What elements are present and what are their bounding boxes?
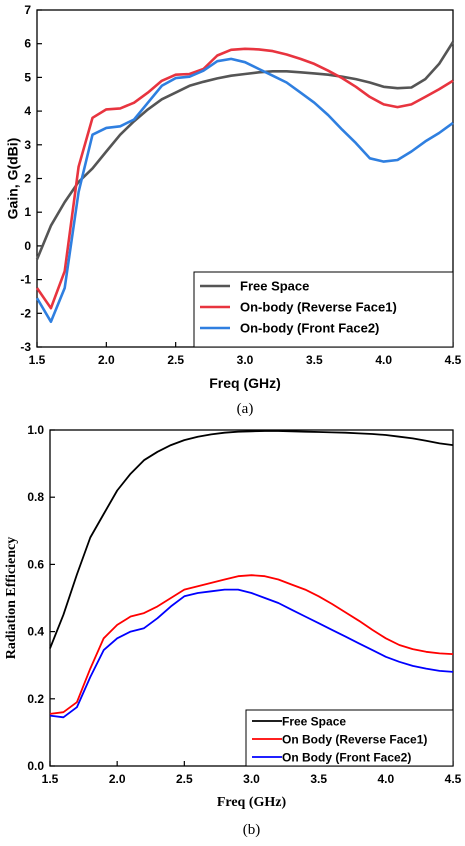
legend-label-a-2: On-body (Front Face2) (240, 321, 379, 336)
x-tick-label-b-4: 3.5 (310, 772, 327, 786)
y-tick-label-a-3: 0 (24, 239, 31, 253)
x-tick-label-a-1: 2.0 (98, 353, 115, 367)
y-tick-label-b-1: 0.2 (27, 692, 44, 706)
x-tick-label-b-3: 3.0 (243, 772, 260, 786)
y-tick-label-b-4: 0.8 (27, 490, 44, 504)
x-tick-label-a-3: 3.0 (237, 353, 254, 367)
series-line-a-2 (35, 57, 454, 324)
series-line-b-0 (49, 430, 454, 649)
y-tick-label-a-2: -1 (20, 273, 31, 287)
legend-box-a (193, 271, 454, 348)
legend-label-a-1: On-body (Reverse Face1) (240, 300, 397, 315)
x-tick-label-a-2: 2.5 (167, 353, 184, 367)
caption-a: (a) (237, 401, 254, 417)
y-tick-label-a-8: 5 (24, 70, 31, 84)
y-tick-label-a-6: 3 (24, 138, 31, 152)
x-axis-title-b: Freq (GHz) (217, 795, 287, 810)
legend-a: Free Space On-body (Reverse Face1) On-body… (193, 271, 454, 348)
series-group-a (35, 41, 455, 324)
y-tick-label-b-0: 0.0 (27, 759, 44, 773)
x-tick-label-b-6: 4.5 (445, 772, 462, 786)
series-line-b-1 (49, 574, 454, 715)
y-tick-label-b-5: 1.0 (27, 423, 44, 437)
x-tick-label-a-6: 4.5 (445, 353, 462, 367)
y-tick-label-a-1: -2 (20, 306, 31, 320)
y-tick-label-a-7: 4 (24, 104, 31, 118)
x-tick-label-b-1: 2.0 (109, 772, 126, 786)
tick-group-b: 1.5 2.0 2.5 3.0 3.5 4.0 4.5 0.0 0.2 0.4 0.6 0.8 1.0 (27, 423, 461, 786)
legend-b: Free Space On Body (Reverse Face1) On Body… (245, 709, 454, 767)
series-group-b (49, 430, 454, 719)
legend-label-b-2: On Body (Front Face2) (282, 751, 411, 765)
y-tick-label-a-4: 1 (24, 205, 31, 219)
series-line-a-1 (35, 47, 454, 310)
y-axis-title-a: Gain, G(dBi) (5, 138, 21, 220)
x-tick-label-b-0: 1.5 (42, 772, 59, 786)
chart-b: 1.5 2.0 2.5 3.0 3.5 4.0 4.50.00.20.40.60.81.0 … (4, 423, 461, 838)
x-axis-title-a: Freq (GHz) (209, 375, 281, 391)
y-tick-label-a-0: -3 (20, 340, 31, 354)
x-tick-label-b-2: 2.5 (176, 772, 193, 786)
legend-label-b-1: On Body (Reverse Face1) (282, 733, 427, 747)
y-tick-label-a-5: 2 (24, 172, 31, 186)
series-line-b-2 (49, 588, 454, 719)
y-tick-label-b-3: 0.6 (27, 557, 44, 571)
y-tick-label-a-9: 6 (24, 37, 31, 51)
legend-label-a-0: Free Space (240, 279, 309, 294)
chart-a: 1.5 2.0 2.5 3.0 3.5 4.0 4.5 -3 -2 -1 0 1 2 3 4 5 6 7 Freq… (5, 3, 462, 417)
x-tick-label-a-5: 4.0 (375, 353, 392, 367)
series-line-a-0 (35, 41, 455, 260)
y-axis-title-b: Radiation Efficiency (4, 537, 19, 660)
x-tick-label-b-5: 4.0 (377, 772, 394, 786)
y-tick-label-b-2: 0.4 (27, 625, 44, 639)
caption-b: (b) (243, 822, 261, 838)
x-tick-label-a-4: 3.5 (306, 353, 323, 367)
x-tick-label-a-0: 1.5 (29, 353, 46, 367)
legend-label-b-0: Free Space (282, 715, 346, 729)
y-tick-label-a-10: 7 (24, 3, 31, 17)
